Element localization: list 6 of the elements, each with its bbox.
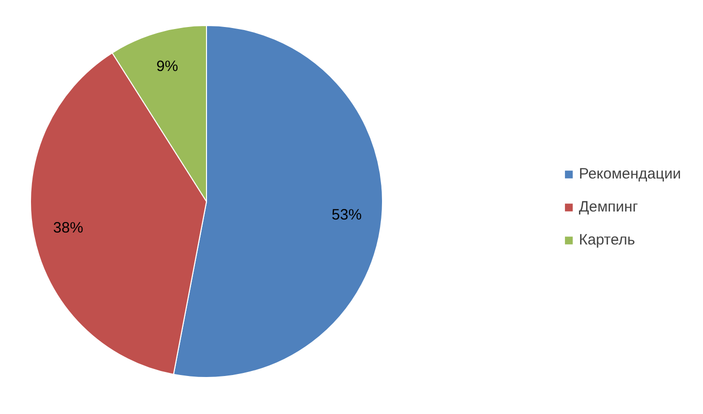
legend-label: Картель — [578, 232, 636, 248]
legend-label: Рекомендации — [578, 166, 681, 182]
data-label: 38% — [53, 219, 84, 236]
data-label: 9% — [156, 58, 178, 75]
legend-label: Демпинг — [578, 198, 638, 216]
data-label: 53% — [332, 206, 362, 224]
